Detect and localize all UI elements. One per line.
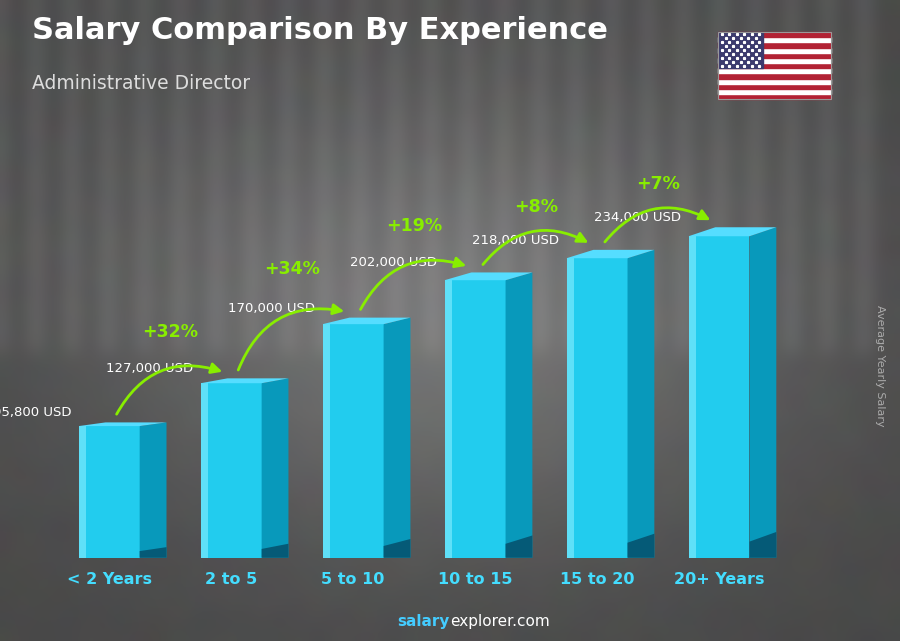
Text: Salary Comparison By Experience: Salary Comparison By Experience xyxy=(32,16,608,45)
Text: Average Yearly Salary: Average Yearly Salary xyxy=(875,304,886,426)
Polygon shape xyxy=(506,535,533,558)
Bar xyxy=(718,32,763,69)
Bar xyxy=(566,258,627,558)
Bar xyxy=(718,53,831,58)
Polygon shape xyxy=(383,318,410,558)
Text: 234,000 USD: 234,000 USD xyxy=(594,211,681,224)
Polygon shape xyxy=(750,532,777,558)
Bar xyxy=(718,58,831,63)
Bar xyxy=(718,42,831,47)
Bar xyxy=(718,37,831,42)
Text: Administrative Director: Administrative Director xyxy=(32,74,249,93)
Polygon shape xyxy=(262,378,289,558)
Polygon shape xyxy=(506,272,533,558)
Bar xyxy=(718,89,831,94)
Text: +8%: +8% xyxy=(514,198,558,216)
Bar xyxy=(718,47,831,53)
Polygon shape xyxy=(140,422,166,558)
Polygon shape xyxy=(140,547,166,558)
Polygon shape xyxy=(383,539,410,558)
Bar xyxy=(78,426,140,558)
Text: +34%: +34% xyxy=(265,260,320,278)
Text: 202,000 USD: 202,000 USD xyxy=(350,256,437,269)
Bar xyxy=(201,383,262,558)
Bar xyxy=(78,426,86,558)
Polygon shape xyxy=(627,250,654,558)
Bar xyxy=(718,94,831,99)
Polygon shape xyxy=(627,534,654,558)
Text: salary: salary xyxy=(398,615,450,629)
Text: +32%: +32% xyxy=(142,323,198,341)
Bar xyxy=(688,237,750,558)
Bar xyxy=(445,280,452,558)
Polygon shape xyxy=(201,378,289,383)
Text: +19%: +19% xyxy=(386,217,442,235)
Text: 127,000 USD: 127,000 USD xyxy=(106,362,194,375)
Text: explorer.com: explorer.com xyxy=(450,615,550,629)
Polygon shape xyxy=(262,544,289,558)
Polygon shape xyxy=(566,250,654,258)
Polygon shape xyxy=(78,422,166,426)
Polygon shape xyxy=(750,228,777,558)
Bar xyxy=(688,237,696,558)
Polygon shape xyxy=(445,272,533,280)
Bar xyxy=(445,280,506,558)
Bar xyxy=(566,258,574,558)
Text: 218,000 USD: 218,000 USD xyxy=(472,234,559,247)
Text: 95,800 USD: 95,800 USD xyxy=(0,406,71,419)
Bar xyxy=(718,79,831,84)
Bar xyxy=(718,74,831,79)
Bar xyxy=(718,32,831,37)
Polygon shape xyxy=(322,318,410,324)
Bar xyxy=(718,69,831,74)
Bar xyxy=(322,324,330,558)
Text: 170,000 USD: 170,000 USD xyxy=(229,301,315,315)
Polygon shape xyxy=(688,228,777,237)
Text: +7%: +7% xyxy=(636,175,680,193)
Bar xyxy=(718,63,831,69)
Bar xyxy=(201,383,208,558)
Bar xyxy=(718,84,831,89)
Bar xyxy=(322,324,383,558)
